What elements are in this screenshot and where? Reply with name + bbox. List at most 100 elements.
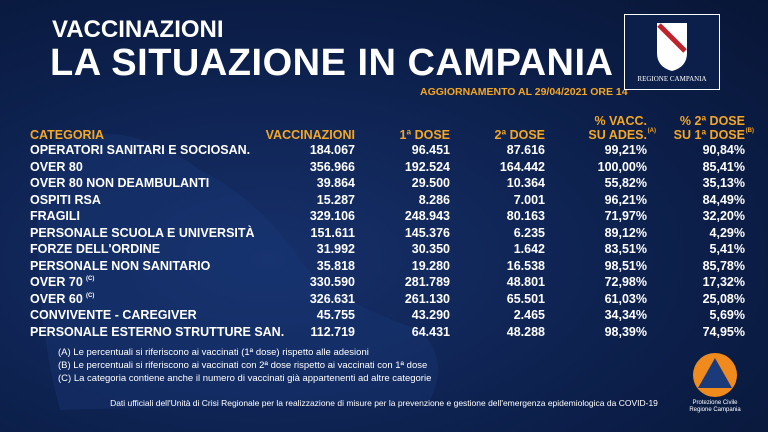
value: 32,20% [702, 209, 745, 223]
value: 29.500 [411, 176, 450, 190]
category-note: (C) [86, 276, 95, 282]
value: 326.631 [309, 291, 355, 306]
value: 35,13% [702, 176, 745, 190]
value: 15.287 [316, 192, 355, 207]
value: 84,49% [702, 192, 745, 207]
column-header: % VACC. [594, 114, 647, 128]
value: 19.280 [411, 258, 450, 273]
footnote: (A) Le percentuali si riferiscono ai vac… [58, 347, 369, 358]
value: 85,41% [702, 159, 745, 174]
column-header: 2ª DOSE [494, 128, 545, 142]
value: 184.067 [309, 143, 355, 157]
column-header: VACCINAZIONI [265, 128, 355, 142]
value: 39.864 [316, 176, 355, 190]
value: 112.719 [310, 324, 356, 339]
value: 10.364 [506, 176, 545, 190]
category: FORZE DELL'ORDINE [30, 242, 161, 256]
value: 61,03% [604, 291, 647, 306]
value: 17,32% [702, 275, 745, 289]
value: 151.611 [310, 225, 356, 240]
kicker: VACCINAZIONI [52, 16, 224, 43]
footer: Dati ufficiali dell'Unità di Crisi Regio… [110, 398, 658, 408]
value: 25,08% [702, 291, 745, 306]
value: 329.106 [309, 209, 355, 223]
value: 80.163 [506, 209, 545, 223]
value: 330.590 [309, 275, 355, 289]
value: 281.789 [404, 275, 450, 289]
value: 65.501 [506, 291, 545, 306]
value: 99,21% [604, 143, 647, 157]
value: 48.801 [506, 275, 545, 289]
footnote: (C) La categoria contiene anche il numer… [58, 373, 432, 384]
value: 192.524 [404, 159, 450, 174]
cp-icon [693, 353, 737, 397]
value: 98,51% [604, 258, 647, 273]
value: 83,51% [604, 242, 647, 256]
category: OPERATORI SANITARI E SOCIOSAN. [30, 143, 251, 157]
column-note: (A) [647, 128, 656, 134]
value: 71,97% [604, 209, 647, 223]
value: 55,82% [604, 176, 647, 190]
value: 145.376 [404, 225, 450, 240]
value: 6.235 [513, 225, 545, 240]
column-header: SU 1ª DOSE [673, 128, 745, 142]
value: 35.818 [316, 258, 355, 273]
category: OVER 60 [30, 291, 83, 306]
value: 45.755 [316, 308, 355, 322]
value: 85,78% [702, 258, 745, 273]
cp-line: Protezione Civile [692, 400, 738, 406]
value: 96,21% [604, 192, 647, 207]
value: 98,39% [604, 324, 647, 339]
value: 8.286 [418, 192, 450, 207]
category: OVER 80 NON DEAMBULANTI [30, 176, 210, 190]
value: 1.642 [513, 242, 545, 256]
value: 7.001 [513, 192, 545, 207]
value: 5,41% [709, 242, 745, 256]
title: LA SITUAZIONE IN CAMPANIA [50, 42, 614, 84]
value: 16.538 [506, 258, 545, 273]
update: AGGIORNAMENTO AL 29/04/2021 ORE 14 [420, 86, 628, 98]
logo-shield [657, 23, 687, 71]
category: OVER 70 [30, 275, 83, 289]
category: PERSONALE NON SANITARIO [30, 258, 211, 273]
value: 34,34% [604, 308, 647, 322]
value: 96.451 [411, 143, 450, 157]
logo-text: REGIONE CAMPANIA [637, 75, 707, 83]
value: 4,29% [709, 225, 745, 240]
value: 5,69% [709, 308, 745, 322]
value: 261.130 [404, 291, 450, 306]
column-note: (B) [745, 128, 754, 134]
value: 356.966 [309, 159, 355, 174]
value: 31.992 [316, 242, 355, 256]
category-note: (C) [86, 292, 95, 299]
cp-text: Protezione Civile Regione Campania [670, 400, 760, 414]
logo: REGIONE CAMPANIA [624, 14, 720, 90]
value: 87.616 [506, 143, 545, 157]
civil-protection-logo [690, 350, 740, 400]
column-header: SU ADES. [588, 128, 647, 142]
column-header: % 2ª DOSE [679, 114, 745, 128]
value: 2.465 [513, 308, 545, 322]
footnote: (B) Le percentuali si riferiscono ai vac… [58, 360, 428, 371]
value: 48.288 [506, 324, 545, 339]
value: 100,00% [597, 159, 647, 174]
cp-line: Regione Campania [689, 407, 741, 413]
category: PERSONALE SCUOLA E UNIVERSITÀ [30, 225, 255, 240]
value: 248.943 [404, 209, 450, 223]
value: 164.442 [499, 159, 545, 174]
column-header: CATEGORIA [30, 128, 105, 142]
value: 90,84% [702, 143, 745, 157]
value: 89,12% [604, 225, 647, 240]
value: 43.290 [411, 308, 450, 322]
value: 72,98% [604, 275, 647, 289]
category: PERSONALE ESTERNO STRUTTURE SAN. [30, 324, 285, 339]
value: 30.350 [411, 242, 450, 256]
category: FRAGILI [30, 209, 80, 223]
value: 64.431 [411, 324, 450, 339]
category: OSPITI RSA [30, 192, 101, 207]
category: CONVIVENTE - CAREGIVER [30, 308, 197, 322]
category: OVER 80 [30, 159, 83, 174]
column-header: 1ª DOSE [399, 128, 450, 142]
